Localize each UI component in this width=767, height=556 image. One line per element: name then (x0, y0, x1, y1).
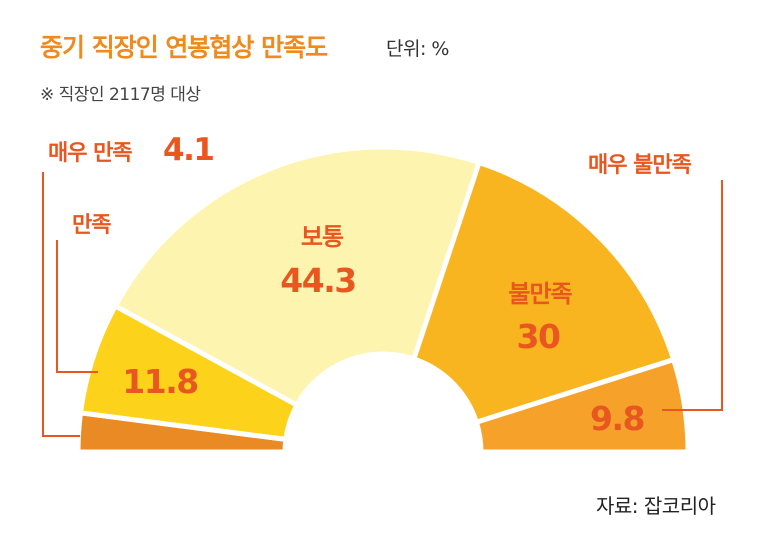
leader-satisfied (56, 240, 98, 373)
label-very-dissatisfied: 매우 불만족 (588, 153, 692, 178)
source-note: 자료: 잡코리아 (596, 494, 716, 518)
slice-dissatisfied (411, 160, 677, 425)
label-very-satisfied: 매우 만족 (48, 141, 132, 166)
slice-value-dissatisfied: 30 (517, 317, 560, 356)
slice-label-dissatisfied: 불만족 (508, 280, 572, 308)
slice-value-very-dissatisfied: 9.8 (590, 399, 644, 438)
leader-very-satisfied (42, 172, 80, 437)
slice-normal (112, 144, 482, 408)
unit-label: 단위: % (386, 38, 449, 60)
slice-value-satisfied: 11.8 (122, 362, 197, 401)
slice-label-normal: 보통 (301, 223, 344, 251)
chart-title: 중기 직장인 연봉협상 만족도 (40, 33, 328, 62)
label-satisfied: 만족 (72, 213, 111, 238)
slice-very-dissatisfied (473, 357, 691, 455)
survey-note: ※ 직장인 2117명 대상 (40, 85, 201, 105)
leader-very-dissatisfied (662, 180, 723, 411)
slice-value-normal: 44.3 (280, 261, 355, 300)
value-very-satisfied: 4.1 (163, 132, 213, 168)
